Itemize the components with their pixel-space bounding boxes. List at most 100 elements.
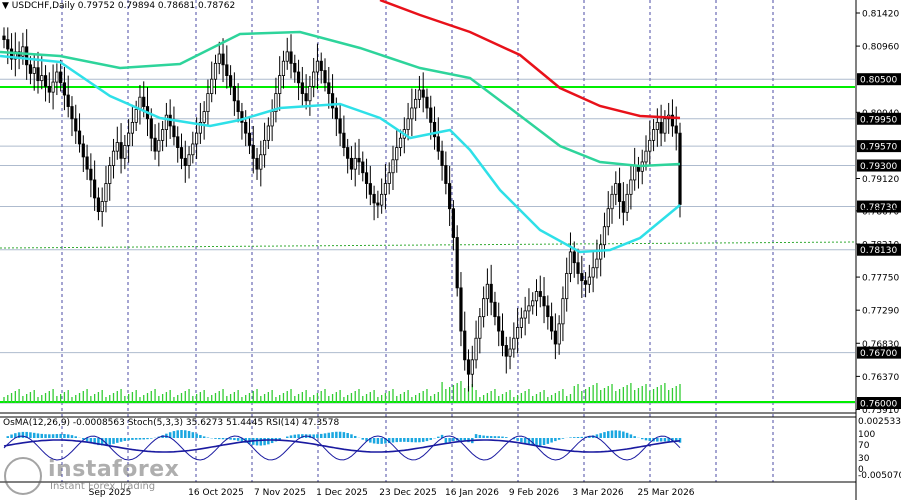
candle-body	[493, 301, 497, 318]
price-tick-label: 0.78730	[860, 203, 897, 213]
candle-body	[262, 139, 267, 156]
candle-body	[232, 85, 236, 102]
candle-body	[266, 125, 270, 141]
candle-body	[376, 202, 380, 206]
price-tag	[857, 73, 901, 86]
candle-body	[553, 330, 557, 345]
candle-body	[213, 62, 218, 80]
price-tick-label: 0.76830	[862, 340, 899, 350]
price-tag	[857, 159, 901, 172]
candle-body	[534, 291, 539, 302]
candle-body	[43, 75, 48, 87]
candle-body	[108, 165, 112, 184]
candle-body	[187, 154, 191, 166]
candle-body	[179, 147, 184, 159]
osma-tick-label: 0	[858, 465, 864, 475]
candle-body	[183, 157, 187, 166]
candle-body	[398, 137, 403, 148]
candle-body	[489, 283, 493, 303]
candle-body	[349, 157, 354, 170]
candle-body	[270, 111, 274, 127]
candle-body	[364, 172, 369, 184]
candle-body	[51, 81, 55, 93]
osma-panel	[3, 430, 682, 461]
candle-body	[195, 132, 199, 145]
price-tick-label: 0.79950	[860, 115, 897, 125]
candle-body	[633, 165, 637, 181]
candle-body	[312, 71, 316, 87]
osma-tick-label: -0.005070	[858, 471, 901, 481]
candle-body	[474, 337, 478, 361]
candle-body	[93, 179, 97, 199]
candle-body	[21, 46, 25, 57]
candle-body	[432, 121, 437, 138]
ema-red-line	[379, 0, 681, 120]
time-tick-label: Sep 2025	[89, 488, 132, 498]
candle-body	[115, 142, 119, 152]
candle-body	[451, 208, 456, 238]
price-tick-label: 0.76700	[860, 349, 897, 359]
time-tick-label: 16 Jan 2026	[445, 488, 499, 498]
candle-body	[587, 276, 591, 285]
candle-body	[425, 96, 429, 109]
price-tick-label: 0.78130	[860, 246, 897, 256]
candle-body	[334, 107, 338, 120]
candle-body	[338, 118, 342, 134]
candle-body	[206, 93, 210, 112]
candle-body	[387, 172, 391, 184]
candle-body	[74, 118, 78, 132]
candle-body	[25, 46, 29, 66]
candle-body	[259, 154, 263, 170]
candle-body	[251, 144, 255, 159]
volume-bars	[3, 381, 681, 403]
candle-body	[164, 114, 168, 130]
osma-tick-label: 100	[858, 430, 875, 440]
candle-body	[531, 300, 535, 307]
candle-body	[410, 107, 414, 120]
candle-body	[383, 183, 388, 195]
candle-body	[70, 106, 74, 120]
candle-body	[580, 273, 584, 282]
candle-body	[66, 94, 70, 107]
time-tick-label: 1 Dec 2025	[316, 488, 368, 498]
candle-body	[198, 121, 202, 134]
candle-body	[655, 121, 659, 130]
candle-body	[77, 130, 82, 145]
time-tick-label: 3 Mar 2026	[572, 488, 624, 498]
candle-body	[617, 183, 622, 202]
price-tick-label: 0.80500	[860, 76, 897, 86]
candle-body	[527, 305, 531, 312]
osma-tick-label: 0.002533	[858, 417, 901, 427]
price-tag	[857, 200, 901, 213]
candle-body	[678, 132, 682, 205]
candle-body	[304, 93, 308, 102]
candle-body	[663, 118, 667, 134]
candle-body	[285, 51, 289, 62]
candle-body	[497, 316, 501, 332]
candle-body	[36, 67, 40, 82]
candle-body	[100, 201, 104, 212]
candle-body	[421, 89, 425, 98]
price-tag	[857, 397, 901, 409]
time-tick-label: 23 Dec 2025	[379, 488, 437, 498]
candle-body	[123, 144, 127, 159]
candle-body	[368, 183, 372, 195]
candle-body	[353, 157, 357, 170]
candle-body	[149, 118, 153, 139]
time-tick-label: 16 Oct 2025	[188, 488, 244, 498]
time-axis: Sep 2025 16 Oct 2025 7 Nov 2025 1 Dec 2025 2…	[89, 488, 695, 498]
candle-body	[417, 89, 422, 100]
candle-body	[191, 143, 195, 156]
ema-cyan-line	[0, 54, 681, 254]
candle-body	[342, 132, 346, 148]
ohlc-values: 0.79752 0.79894 0.78681 0.78762	[77, 1, 236, 11]
candle-body	[255, 157, 259, 170]
candle-body	[134, 109, 138, 123]
candle-body	[519, 317, 523, 328]
candle-body	[281, 60, 286, 77]
collapse-arrow-icon[interactable]: ▼	[2, 1, 9, 11]
candle-body	[542, 296, 546, 307]
candle-body	[436, 136, 440, 152]
instaforex-logo: instaforex Instant Forex Trading	[4, 456, 179, 496]
